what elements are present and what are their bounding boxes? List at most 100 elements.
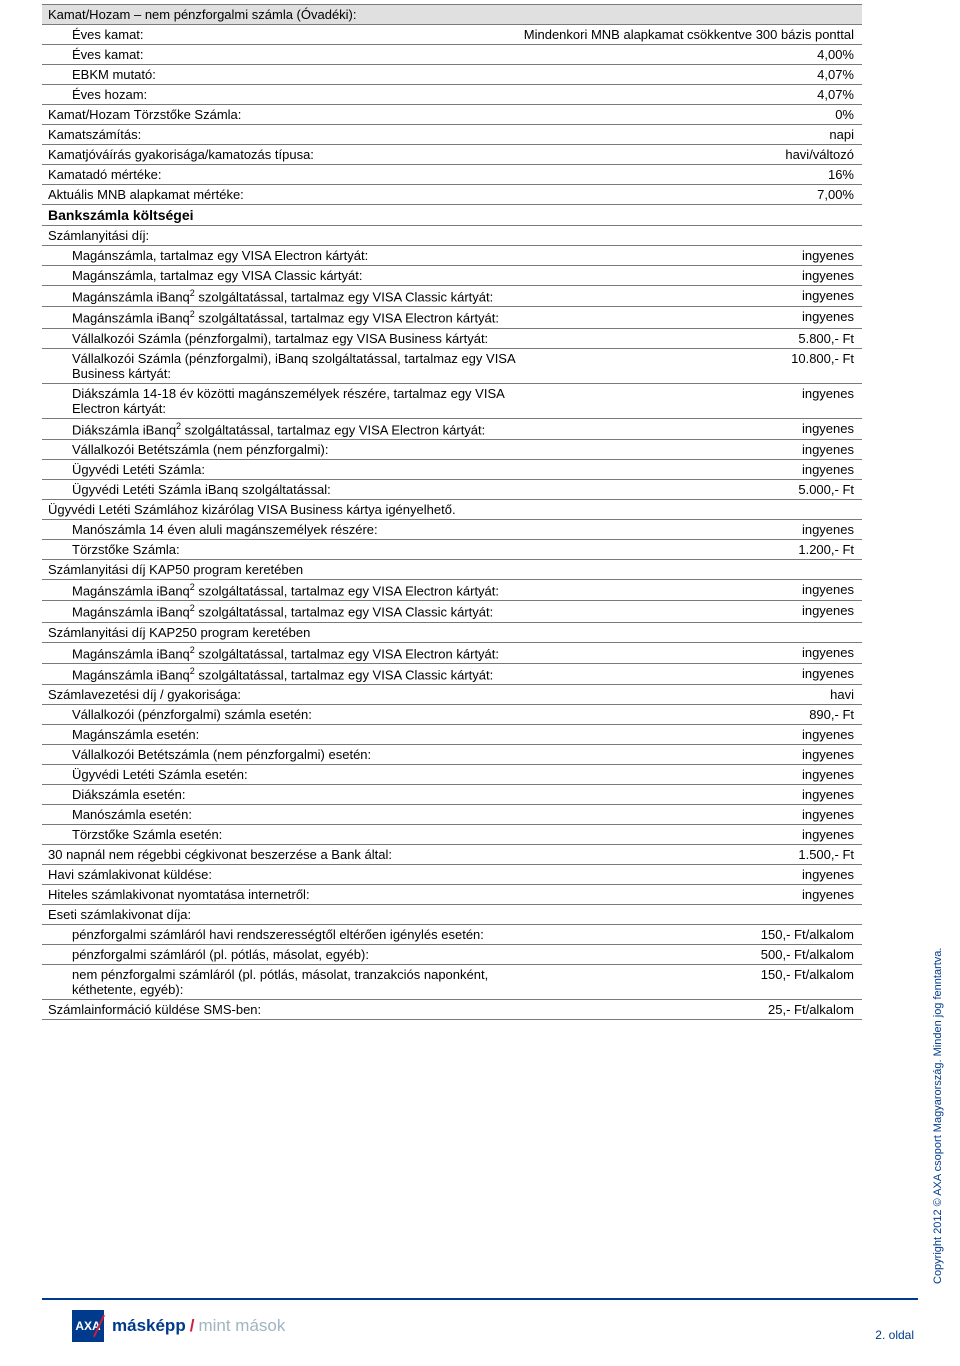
row-value: ingyenes (520, 459, 862, 479)
row-label: Kamatjóváírás gyakorisága/kamatozás típu… (42, 145, 520, 165)
table-row: EBKM mutató:4,07% (42, 65, 862, 85)
table-row: Magánszámla iBanq2 szolgáltatással, tart… (42, 663, 862, 684)
table-row: Kamat/Hozam Törzstőke Számla:0% (42, 105, 862, 125)
row-label: Kamatszámítás: (42, 125, 520, 145)
table-row: Vállalkozói Betétszámla (nem pénzforgalm… (42, 439, 862, 459)
row-label: Kamatadó mértéke: (42, 165, 520, 185)
row-value: 0% (520, 105, 862, 125)
row-value: 4,07% (520, 65, 862, 85)
table-row: Éves kamat:4,00% (42, 45, 862, 65)
table-row: Ügyvédi Letéti Számla esetén:ingyenes (42, 765, 862, 785)
row-label: Eseti számlakivonat díja: (42, 905, 520, 925)
table-row: Kamatszámítás:napi (42, 125, 862, 145)
row-label: Diákszámla esetén: (42, 785, 520, 805)
table-row: Éves kamat:Mindenkori MNB alapkamat csök… (42, 25, 862, 45)
table-row: Kamatjóváírás gyakorisága/kamatozás típu… (42, 145, 862, 165)
fee-table: Kamat/Hozam – nem pénzforgalmi számla (Ó… (42, 4, 862, 1020)
table-row: Törzstőke Számla esetén:ingyenes (42, 825, 862, 845)
table-row: nem pénzforgalmi számláról (pl. pótlás, … (42, 965, 862, 1000)
row-label: Éves hozam: (42, 85, 520, 105)
table-row: Eseti számlakivonat díja: (42, 905, 862, 925)
table-row: Kamatadó mértéke:16% (42, 165, 862, 185)
table-row: Vállalkozói (pénzforgalmi) számla esetén… (42, 705, 862, 725)
row-value (520, 499, 862, 519)
row-value: ingyenes (520, 579, 862, 600)
table-row: Magánszámla iBanq2 szolgáltatással, tart… (42, 579, 862, 600)
row-value: 1.200,- Ft (520, 539, 862, 559)
table-row: Ügyvédi Letéti Számla:ingyenes (42, 459, 862, 479)
axa-logo-icon: AXA (72, 1310, 104, 1342)
row-label: Vállalkozói Betétszámla (nem pénzforgalm… (42, 745, 520, 765)
row-value: ingyenes (520, 519, 862, 539)
table-row: Magánszámla esetén:ingyenes (42, 725, 862, 745)
row-label: Magánszámla iBanq2 szolgáltatással, tart… (42, 579, 520, 600)
row-label: Manószámla 14 éven aluli magánszemélyek … (42, 519, 520, 539)
row-value: ingyenes (520, 601, 862, 622)
row-value: 890,- Ft (520, 705, 862, 725)
table-row: Bankszámla költségei (42, 205, 862, 226)
row-value: havi (520, 685, 862, 705)
row-value (520, 905, 862, 925)
row-label: Aktuális MNB alapkamat mértéke: (42, 185, 520, 205)
row-label: Ügyvédi Letéti Számlához kizárólag VISA … (42, 499, 520, 519)
row-value: 150,- Ft/alkalom (520, 925, 862, 945)
row-value: ingyenes (520, 439, 862, 459)
row-value (520, 205, 862, 226)
row-label: Magánszámla iBanq2 szolgáltatással, tart… (42, 601, 520, 622)
row-label: Vállalkozói Számla (pénzforgalmi), tarta… (42, 328, 520, 348)
page-number: 2. oldal (875, 1328, 914, 1342)
row-value (520, 226, 862, 246)
row-value: ingyenes (520, 642, 862, 663)
row-value: ingyenes (520, 383, 862, 418)
footer-brand-text: másképp/mint mások (112, 1316, 285, 1336)
table-row: Magánszámla iBanq2 szolgáltatással, tart… (42, 642, 862, 663)
table-row: Diákszámla 14-18 év közötti magánszemély… (42, 383, 862, 418)
row-label: Bankszámla költségei (42, 205, 520, 226)
row-label: Számlainformáció küldése SMS-ben: (42, 1000, 520, 1020)
row-value: ingyenes (520, 865, 862, 885)
table-row: Vállalkozói Számla (pénzforgalmi), iBanq… (42, 348, 862, 383)
copyright-text: Copyright 2012 © AXA csoport Magyarorszá… (932, 948, 944, 1284)
table-row: Manószámla esetén:ingyenes (42, 805, 862, 825)
table-row: pénzforgalmi számláról (pl. pótlás, máso… (42, 945, 862, 965)
row-label: Hiteles számlakivonat nyomtatása interne… (42, 885, 520, 905)
table-row: Vállalkozói Betétszámla (nem pénzforgalm… (42, 745, 862, 765)
row-label: Diákszámla iBanq2 szolgáltatással, tarta… (42, 418, 520, 439)
table-row: Diákszámla iBanq2 szolgáltatással, tarta… (42, 418, 862, 439)
table-row: 30 napnál nem régebbi cégkivonat beszerz… (42, 845, 862, 865)
row-label: Manószámla esetén: (42, 805, 520, 825)
row-label: Magánszámla iBanq2 szolgáltatással, tart… (42, 307, 520, 328)
table-row: Számlanyitási díj: (42, 226, 862, 246)
row-label: Magánszámla, tartalmaz egy VISA Electron… (42, 246, 520, 266)
table-row: Számlainformáció küldése SMS-ben:25,- Ft… (42, 1000, 862, 1020)
row-value (520, 5, 862, 25)
table-row: Éves hozam:4,07% (42, 85, 862, 105)
copyright-sidebar: Copyright 2012 © AXA csoport Magyarorszá… (932, 662, 946, 1282)
row-value: ingyenes (520, 246, 862, 266)
row-label: Havi számlakivonat küldése: (42, 865, 520, 885)
row-value: havi/változó (520, 145, 862, 165)
row-value: Mindenkori MNB alapkamat csökkentve 300 … (520, 25, 862, 45)
row-value: 25,- Ft/alkalom (520, 1000, 862, 1020)
row-label: Számlanyitási díj KAP250 program keretéb… (42, 622, 520, 642)
row-label: Magánszámla iBanq2 szolgáltatással, tart… (42, 663, 520, 684)
row-label: Éves kamat: (42, 25, 520, 45)
row-label: Törzstőke Számla esetén: (42, 825, 520, 845)
row-label: pénzforgalmi számláról havi rendszeressé… (42, 925, 520, 945)
row-value: ingyenes (520, 418, 862, 439)
row-value: 7,00% (520, 185, 862, 205)
row-label: Vállalkozói Betétszámla (nem pénzforgalm… (42, 439, 520, 459)
row-value: ingyenes (520, 765, 862, 785)
row-value (520, 622, 862, 642)
row-label: Ügyvédi Letéti Számla iBanq szolgáltatás… (42, 479, 520, 499)
row-value: ingyenes (520, 825, 862, 845)
table-row: Hiteles számlakivonat nyomtatása interne… (42, 885, 862, 905)
row-label: pénzforgalmi számláról (pl. pótlás, máso… (42, 945, 520, 965)
table-row: Magánszámla iBanq2 szolgáltatással, tart… (42, 307, 862, 328)
page-footer: AXA másképp/mint mások 2. oldal (42, 1298, 918, 1348)
table-row: pénzforgalmi számláról havi rendszeressé… (42, 925, 862, 945)
row-value: ingyenes (520, 266, 862, 286)
table-row: Ügyvédi Letéti Számlához kizárólag VISA … (42, 499, 862, 519)
row-value: 150,- Ft/alkalom (520, 965, 862, 1000)
row-value: ingyenes (520, 725, 862, 745)
